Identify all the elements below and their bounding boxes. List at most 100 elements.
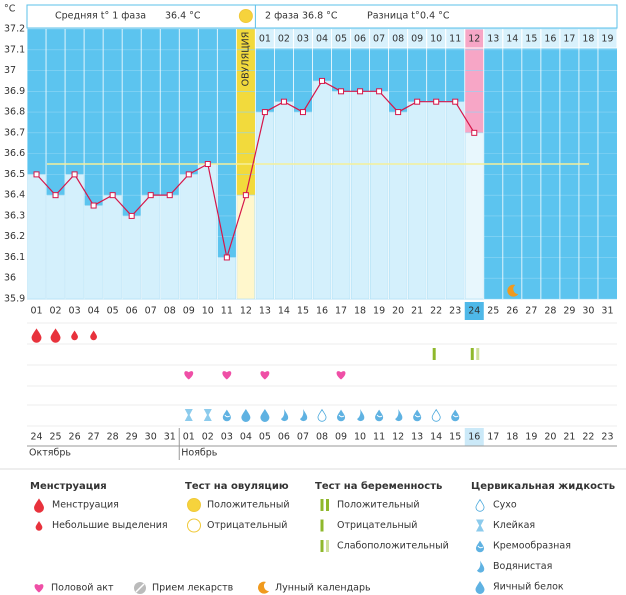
icon-cervical-watery xyxy=(357,409,365,422)
x-tick-label: 29 xyxy=(563,306,575,317)
x-tick-label: 30 xyxy=(582,306,594,317)
date-label: 20 xyxy=(544,432,556,443)
y-tick-label: 37.2 xyxy=(4,24,25,35)
temp-point xyxy=(166,192,173,199)
icon-part xyxy=(477,545,484,549)
icon-part xyxy=(260,409,270,422)
icon-pregnancy-positive xyxy=(320,499,329,511)
y-tick-label: 36.6 xyxy=(4,148,25,159)
icon-part xyxy=(475,540,485,553)
date-label: 04 xyxy=(240,432,252,443)
month-label: Октябрь xyxy=(29,448,71,459)
phase1-label: Средняя t° 1 фаза xyxy=(55,11,146,22)
legend-label: Отрицательный xyxy=(207,520,287,531)
phase-day-label: 08 xyxy=(392,34,404,45)
icon-cervical-eggwhite xyxy=(260,409,270,422)
date-label: 06 xyxy=(278,432,290,443)
temp-bar xyxy=(293,111,313,300)
icon-other-heart xyxy=(336,371,346,380)
icon-other-heart xyxy=(260,371,270,380)
y-tick-label: 35.9 xyxy=(4,294,25,305)
date-label: 29 xyxy=(126,432,138,443)
x-tick-label: 11 xyxy=(221,306,233,317)
icon-cervical-creamy xyxy=(375,409,384,422)
temp-point xyxy=(52,192,59,199)
icon-pregnancy-weak xyxy=(470,348,480,360)
y-tick-label: 36.5 xyxy=(4,169,25,180)
x-tick-label: 28 xyxy=(544,306,556,317)
legend-title: Тест на овуляцию xyxy=(185,481,289,492)
legend-label: Прием лекарств xyxy=(152,583,234,594)
date-label: 05 xyxy=(259,432,271,443)
x-tick-label: 17 xyxy=(335,306,347,317)
date-label: 30 xyxy=(145,432,157,443)
temp-bar xyxy=(464,132,484,300)
icon-part xyxy=(31,328,42,343)
temp-point xyxy=(71,171,78,178)
x-tick-label: 13 xyxy=(259,306,271,317)
phase-day-label: 09 xyxy=(411,34,423,45)
icon-cervical-creamy xyxy=(475,540,485,553)
icon-part xyxy=(224,414,231,418)
temp-bar xyxy=(179,174,199,300)
date-label: 03 xyxy=(221,432,233,443)
icon-cervical-watery xyxy=(477,560,485,573)
icon-other-moon xyxy=(258,581,269,594)
date-label: 22 xyxy=(582,432,594,443)
date-label: 14 xyxy=(430,432,442,443)
legend-label: Слабоположительный xyxy=(337,541,449,552)
temp-bar xyxy=(350,91,370,300)
x-tick-label: 01 xyxy=(30,306,42,317)
x-tick-label: 31 xyxy=(601,306,613,317)
icon-part xyxy=(203,409,212,421)
legend-label: Водянистая xyxy=(493,561,552,572)
icon-part xyxy=(476,519,484,532)
icon-part xyxy=(184,409,193,421)
icon-part xyxy=(320,519,324,532)
temp-bar xyxy=(198,163,218,300)
icon-part xyxy=(222,371,232,380)
icon-ovulation-positive xyxy=(187,498,201,512)
x-tick-label: 12 xyxy=(240,306,252,317)
x-tick-label: 15 xyxy=(297,306,309,317)
date-label: 28 xyxy=(107,432,119,443)
date-label: 12 xyxy=(392,432,404,443)
icon-part xyxy=(317,408,327,422)
temp-bar xyxy=(46,194,65,300)
y-tick-label: 36.7 xyxy=(4,127,25,138)
temp-bar xyxy=(160,194,180,300)
icon-cervical-creamy xyxy=(222,409,231,422)
icon-part xyxy=(34,584,44,593)
x-tick-label: 16 xyxy=(316,306,328,317)
icon-part xyxy=(452,414,459,418)
date-label: 24 xyxy=(30,432,42,443)
icon-part xyxy=(187,498,201,512)
date-label: 21 xyxy=(563,432,575,443)
temp-bar xyxy=(274,101,294,300)
icon-cervical-watery xyxy=(395,409,403,422)
date-label: 27 xyxy=(88,432,100,443)
legend-label: Положительный xyxy=(207,500,290,511)
temp-point xyxy=(280,98,287,105)
icon-menstruation-light xyxy=(90,330,97,341)
x-tick-label: 08 xyxy=(164,306,176,317)
date-label: 26 xyxy=(69,432,81,443)
temp-bar xyxy=(236,194,256,300)
icon-part xyxy=(238,9,253,23)
icon-ovulation-positive xyxy=(238,9,253,23)
phase-day-label: 06 xyxy=(354,34,366,45)
phase-day-label: 07 xyxy=(373,34,385,45)
date-label: 31 xyxy=(164,432,176,443)
icon-part xyxy=(336,409,346,422)
x-tick-label: 03 xyxy=(69,306,81,317)
icon-part xyxy=(413,409,422,422)
temp-bar xyxy=(331,91,351,300)
legend-label: Отрицательный xyxy=(337,520,417,531)
date-label: 07 xyxy=(297,432,309,443)
temp-bar xyxy=(27,174,46,300)
temp-bar xyxy=(141,194,161,300)
icon-part xyxy=(222,409,231,422)
icon-cervical-eggwhite xyxy=(241,409,251,422)
phase-day-label: 04 xyxy=(316,34,328,45)
